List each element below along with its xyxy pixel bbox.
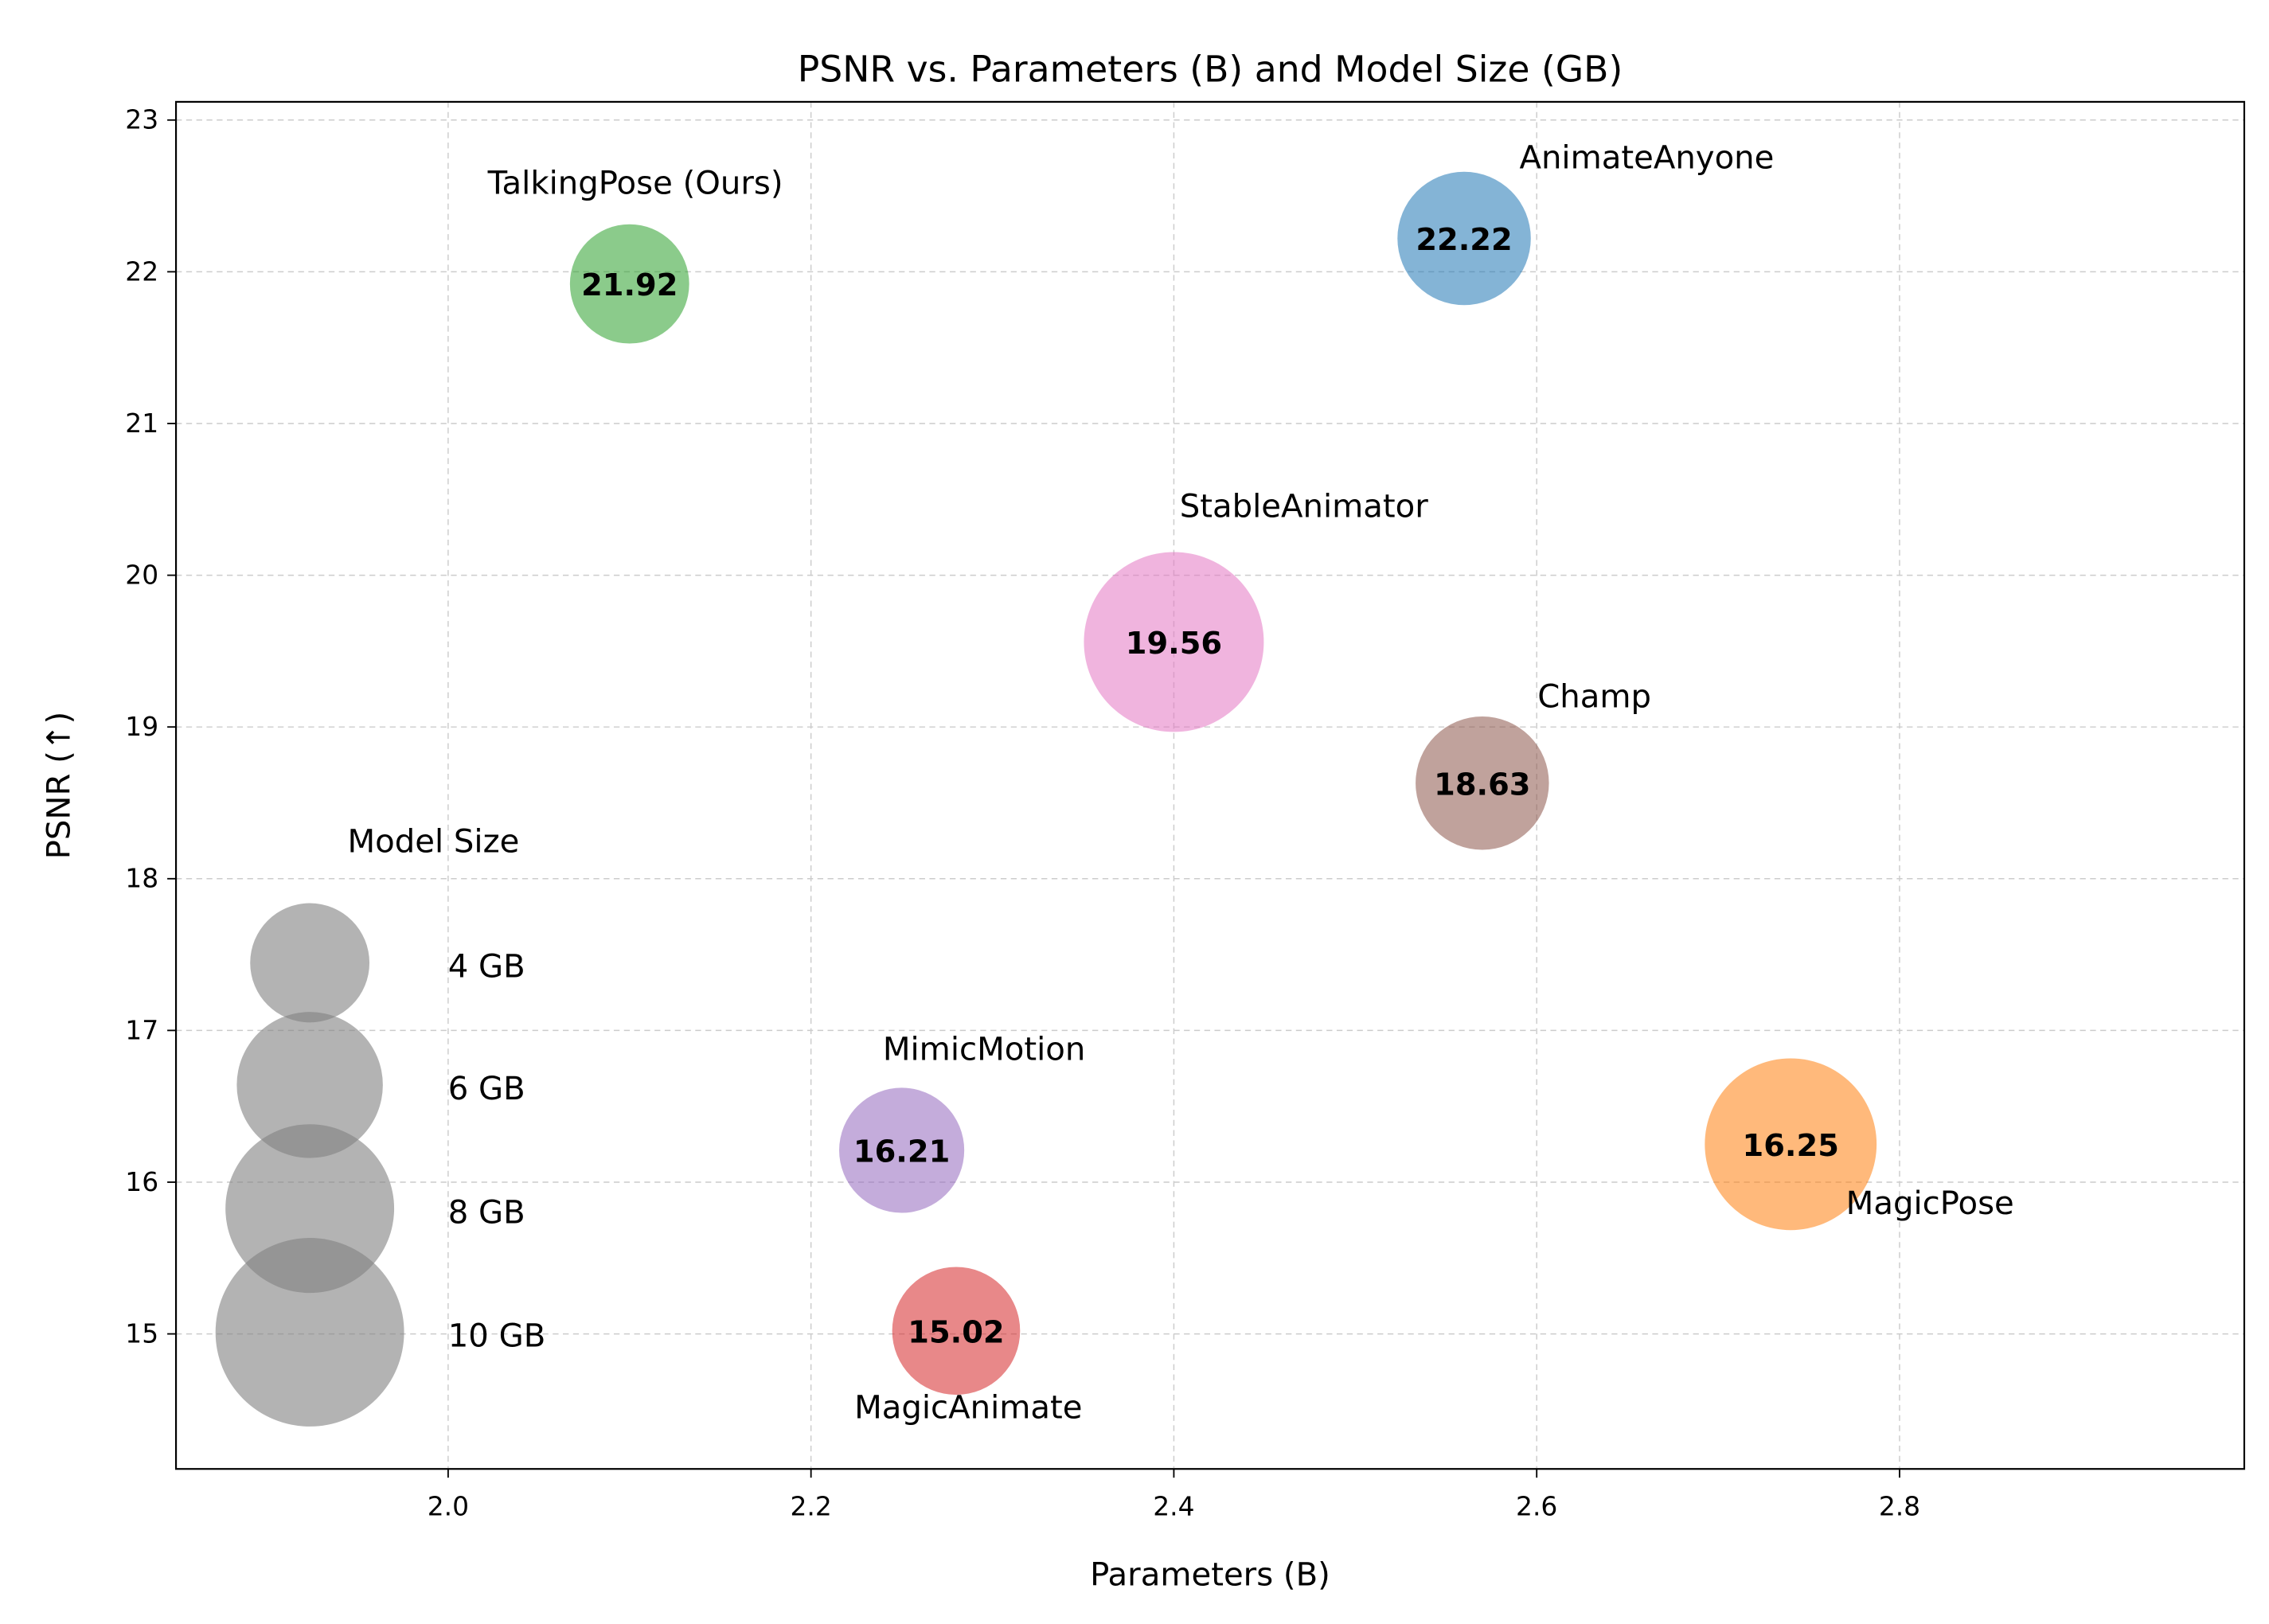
- value-label: 22.22: [1416, 222, 1512, 258]
- data-point: 15.02 MagicAnimate: [854, 1267, 1083, 1426]
- bubble: [892, 1267, 1021, 1396]
- data-points: 21.92 TalkingPose (Ours) 22.22 AnimateAnyon…: [487, 140, 2014, 1427]
- value-label: 21.92: [581, 267, 678, 303]
- value-label: 15.02: [908, 1314, 1004, 1350]
- legend-marker: [236, 1012, 383, 1158]
- x-tick-label: 2.0: [428, 1491, 469, 1522]
- value-label: 19.56: [1126, 626, 1222, 662]
- x-tick-label: 2.2: [791, 1491, 832, 1522]
- legend-label: 10 GB: [448, 1318, 546, 1355]
- bubble: [1084, 552, 1264, 732]
- ticks: 2.0 2.2 2.4 2.6 2.8 15 16 17 18 19 20 21 22 23: [125, 104, 1920, 1522]
- model-name-label: MimicMotion: [883, 1032, 1086, 1068]
- x-axis-label: Parameters (B): [1090, 1556, 1330, 1593]
- model-name-label: Champ: [1537, 679, 1651, 716]
- data-point: 19.56 StableAnimator: [1084, 488, 1428, 732]
- x-tick-label: 2.8: [1879, 1491, 1920, 1522]
- y-tick-label: 23: [125, 104, 158, 135]
- plot-frame: [174, 100, 2246, 1470]
- y-tick-label: 21: [125, 408, 158, 439]
- data-point: 21.92 TalkingPose (Ours): [487, 165, 783, 344]
- model-name-label: MagicAnimate: [854, 1389, 1082, 1426]
- bubble: [1416, 716, 1549, 850]
- y-tick-label: 17: [125, 1014, 158, 1045]
- legend-marker: [250, 903, 370, 1023]
- value-label: 18.63: [1434, 767, 1530, 802]
- chart-title: PSNR vs. Parameters (B) and Model Size (…: [798, 48, 1623, 90]
- value-label: 16.25: [1743, 1128, 1839, 1164]
- bubble: [839, 1087, 965, 1213]
- model-name-label: TalkingPose (Ours): [487, 165, 783, 201]
- bubble: [569, 224, 689, 344]
- y-tick-label: 15: [125, 1318, 158, 1349]
- model-name-label: AnimateAnyone: [1519, 140, 1774, 177]
- legend-label: 4 GB: [448, 949, 525, 986]
- y-tick-label: 22: [125, 256, 158, 287]
- bubble: [1705, 1058, 1877, 1231]
- legend-title: Model Size: [347, 824, 519, 861]
- x-tick-label: 2.6: [1516, 1491, 1557, 1522]
- bubble: [1397, 171, 1531, 306]
- y-axis-label: PSNR (↑): [41, 712, 78, 860]
- y-tick-label: 20: [125, 560, 158, 591]
- x-tick-label: 2.4: [1153, 1491, 1194, 1522]
- value-label: 16.21: [853, 1134, 950, 1170]
- y-tick-label: 18: [125, 863, 158, 894]
- legend-label: 6 GB: [448, 1071, 525, 1107]
- model-name-label: StableAnimator: [1180, 488, 1429, 525]
- legend-label: 8 GB: [448, 1194, 525, 1231]
- model-name-label: MagicPose: [1846, 1185, 2014, 1222]
- y-tick-label: 16: [125, 1166, 158, 1197]
- data-point: 16.21 MimicMotion: [839, 1032, 1085, 1213]
- y-tick-label: 19: [125, 711, 158, 742]
- grid: [176, 101, 2244, 1470]
- data-point: 22.22 AnimateAnyone: [1397, 140, 1774, 306]
- data-point: 18.63 Champ: [1416, 679, 1651, 850]
- legend-marker: [215, 1238, 404, 1427]
- legend: Model Size 4 GB 6 GB 8 GB 10 GB: [215, 824, 546, 1427]
